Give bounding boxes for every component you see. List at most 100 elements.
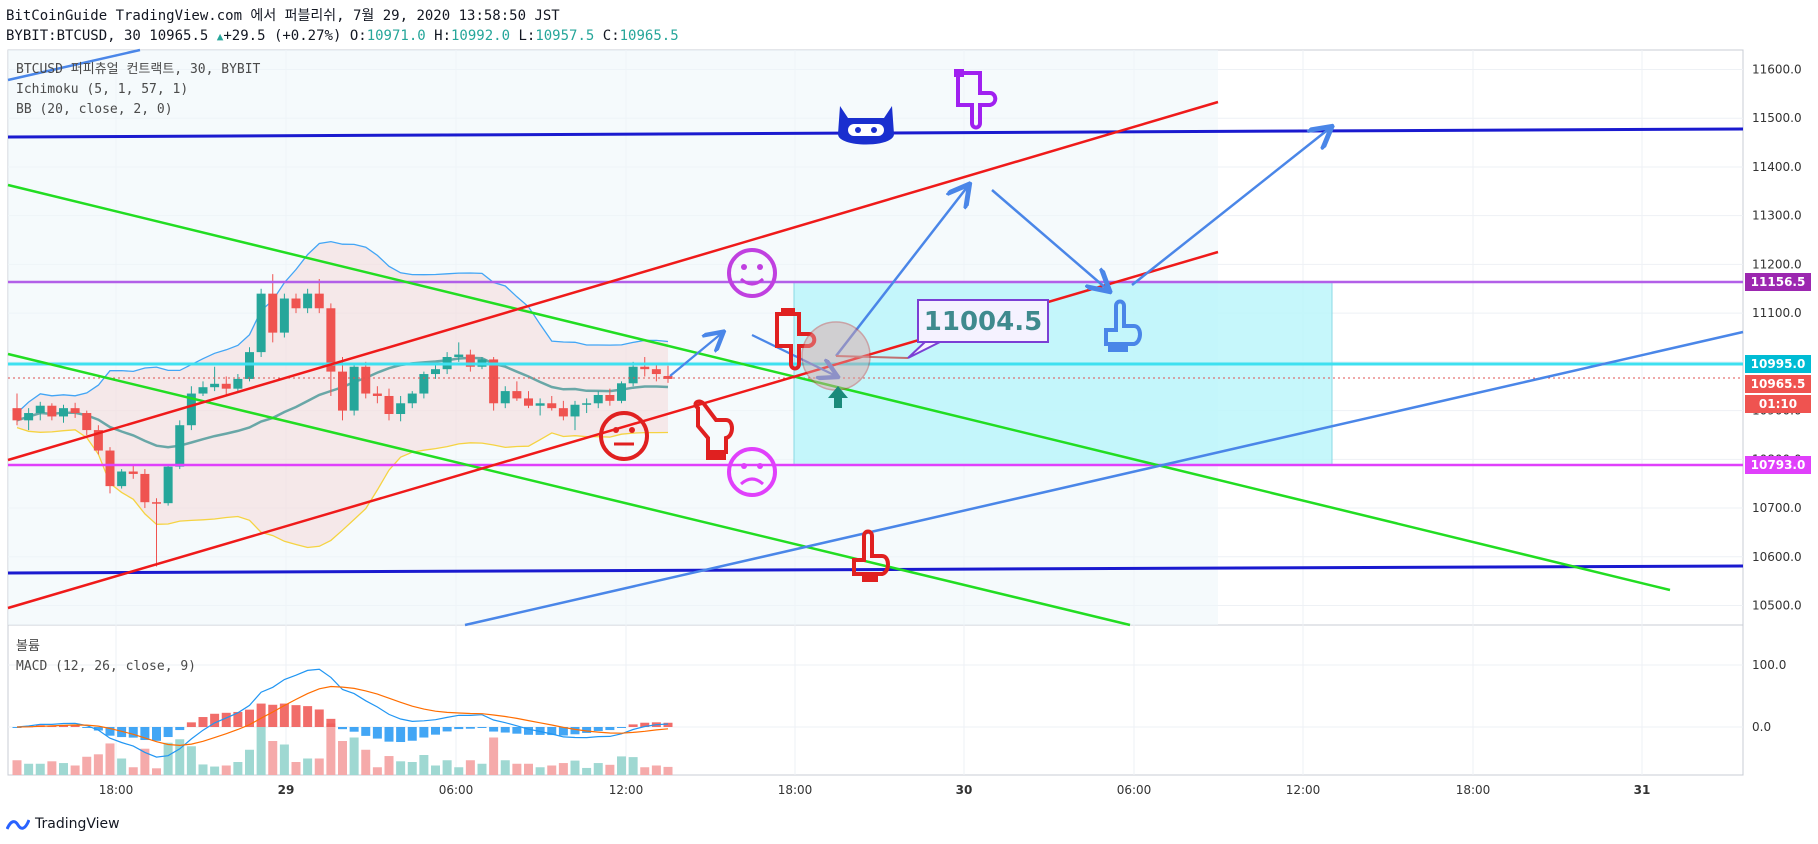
hand-up-red-icon bbox=[852, 529, 890, 582]
volume-bar bbox=[210, 766, 220, 775]
volume-bar bbox=[407, 762, 417, 775]
macd-histogram-bar bbox=[512, 727, 522, 734]
macd-histogram-bar bbox=[454, 727, 464, 730]
time-tick-label: 18:00 bbox=[778, 783, 813, 797]
macd-histogram-bar bbox=[163, 727, 173, 738]
candle-body bbox=[186, 393, 196, 426]
volume-bar bbox=[605, 764, 615, 775]
volume-bar bbox=[268, 741, 278, 775]
volume-bar bbox=[152, 768, 161, 775]
macd-histogram-bar bbox=[198, 717, 208, 727]
candle-body bbox=[117, 471, 127, 487]
volume-bar bbox=[582, 767, 592, 775]
candle-body bbox=[82, 413, 92, 431]
macd-histogram-bar bbox=[558, 727, 568, 736]
volume-bar bbox=[442, 760, 452, 775]
volume-bar bbox=[570, 760, 580, 775]
price-tick-label: 11100.0 bbox=[1752, 306, 1802, 320]
price-tick-label: 11600.0 bbox=[1752, 62, 1802, 76]
candle-body bbox=[233, 378, 243, 389]
candle-body bbox=[431, 369, 440, 375]
symbol-label: BYBIT:BTCUSD, 30 bbox=[6, 28, 141, 44]
price-axis[interactable]: 11600.0 11500.0 11400.0 11300.0 11200.0 11100… bbox=[1752, 62, 1802, 612]
macd-histogram-bar bbox=[372, 727, 382, 739]
macd-histogram-bar bbox=[314, 709, 324, 727]
price-tick-label: 11300.0 bbox=[1752, 209, 1802, 223]
candle-body bbox=[314, 293, 324, 309]
volume-bar bbox=[186, 746, 196, 775]
macd-histogram-bar bbox=[628, 724, 638, 727]
macd-histogram-bar bbox=[582, 727, 592, 733]
volume-bar bbox=[117, 758, 127, 775]
macd-histogram-bar bbox=[442, 727, 452, 732]
candle-body bbox=[59, 408, 68, 417]
time-tick-label: 18:00 bbox=[1456, 783, 1491, 797]
candle-body bbox=[640, 366, 650, 370]
macd-pane[interactable] bbox=[7, 624, 1744, 776]
macd-tick-label: 100.0 bbox=[1752, 658, 1786, 672]
candle-body bbox=[303, 293, 313, 309]
candle-body bbox=[570, 404, 580, 417]
symbol-legend[interactable]: BTCUSD 퍼피츄얼 컨트랙트, 30, BYBIT bbox=[16, 62, 261, 77]
volume-bar bbox=[558, 763, 568, 775]
volume-bar bbox=[593, 763, 603, 775]
annotation-pointer bbox=[835, 355, 909, 359]
volume-bar bbox=[291, 762, 301, 775]
macd-histogram-bar bbox=[256, 703, 266, 727]
candle-body bbox=[35, 405, 45, 414]
hand-point-red-icon bbox=[693, 399, 734, 460]
volume-bar bbox=[419, 755, 429, 775]
macd-histogram-bar bbox=[489, 727, 499, 732]
price-tag-bg bbox=[1745, 273, 1811, 291]
volume-bar bbox=[326, 723, 336, 775]
macd-legend[interactable]: MACD (12, 26, close, 9) bbox=[16, 659, 197, 674]
candle-body bbox=[47, 405, 57, 417]
price-tick-label: 10500.0 bbox=[1752, 599, 1802, 613]
macd-histogram-bar bbox=[617, 727, 626, 728]
candle-body bbox=[454, 354, 464, 357]
candle-body bbox=[338, 371, 347, 411]
macd-histogram-bar bbox=[396, 727, 406, 743]
price-tag-bg bbox=[1745, 456, 1811, 474]
tradingview-footer[interactable]: TradingView bbox=[6, 816, 120, 832]
hand-down-red-icon bbox=[775, 308, 817, 371]
last-price: 10965.5 bbox=[149, 28, 209, 44]
green-channel-lower bbox=[7, 352, 1131, 627]
price-tick-label: 11400.0 bbox=[1752, 160, 1802, 174]
macd-histogram-bar bbox=[59, 725, 68, 727]
candle-body bbox=[326, 308, 336, 372]
candle-body bbox=[547, 403, 557, 409]
volume-bar bbox=[465, 760, 475, 775]
candle-body bbox=[245, 352, 254, 379]
price-tick-label: 11500.0 bbox=[1752, 111, 1802, 125]
bb-legend[interactable]: BB (20, close, 2, 0) bbox=[16, 102, 173, 117]
macd-histogram-bar bbox=[663, 722, 673, 727]
candle-body bbox=[12, 408, 22, 421]
time-tick-label: 31 bbox=[1634, 783, 1651, 797]
projection-arrow-1 bbox=[835, 186, 968, 357]
ichimoku-legend[interactable]: Ichimoku (5, 1, 57, 1) bbox=[16, 82, 189, 97]
macd-histogram-bar bbox=[524, 727, 533, 735]
macd-histogram-bar bbox=[338, 727, 347, 730]
price-annotation[interactable]: 11004.5 bbox=[907, 299, 1049, 359]
macd-plot: 100.0 0.0 bbox=[8, 658, 1786, 775]
price-tag-text: 11156.5 bbox=[1751, 275, 1806, 289]
candle-body bbox=[128, 471, 138, 474]
macd-histogram-bar bbox=[326, 718, 336, 727]
volume-bar bbox=[396, 761, 406, 775]
volume-bar bbox=[93, 754, 103, 775]
macd-histogram-bar bbox=[303, 706, 313, 727]
volume-legend[interactable]: 볼륨 bbox=[16, 639, 40, 654]
macd-histogram-bar bbox=[593, 727, 603, 731]
price-change: +29.5 (+0.27%) bbox=[223, 28, 342, 44]
candle-body bbox=[396, 403, 406, 415]
volume-bar bbox=[512, 763, 522, 775]
neutral-face-icon bbox=[599, 411, 649, 461]
volume-bar bbox=[163, 742, 173, 775]
projection-arrow-4 bbox=[669, 333, 722, 377]
candle-body bbox=[593, 395, 603, 404]
macd-tick-label: 0.0 bbox=[1752, 720, 1771, 734]
time-axis[interactable]: 18:00 29 06:00 12:00 18:00 30 06:00 12:00 18:00 3… bbox=[99, 783, 1651, 797]
volume-bar bbox=[256, 727, 266, 775]
